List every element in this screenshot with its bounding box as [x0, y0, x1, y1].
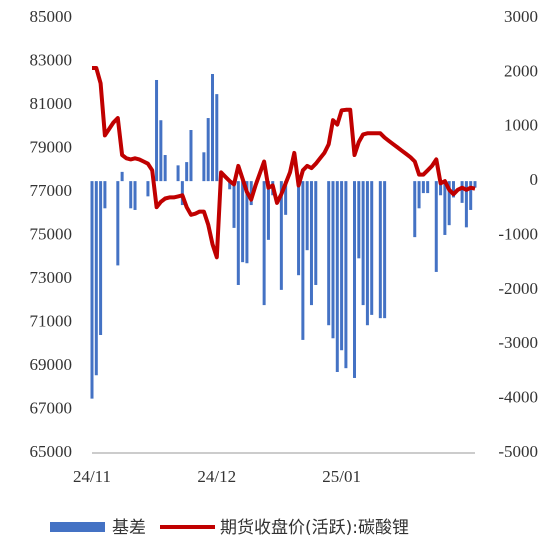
- y2-tick-label: -4000: [498, 388, 538, 407]
- bar: [284, 181, 288, 215]
- bar: [365, 181, 369, 326]
- bar: [451, 181, 455, 198]
- bar: [180, 181, 184, 206]
- bar: [297, 181, 301, 276]
- bar: [120, 171, 124, 182]
- bar: [309, 181, 313, 306]
- y-tick-label: 71000: [30, 311, 73, 330]
- bar: [413, 181, 417, 238]
- bar: [434, 181, 438, 272]
- bar: [189, 130, 193, 182]
- y2-tick-label: 2000: [504, 61, 538, 80]
- bar: [99, 181, 103, 336]
- bar: [460, 181, 464, 203]
- bar: [383, 181, 387, 319]
- legend-label: 基差: [112, 518, 146, 538]
- y-tick-label: 73000: [30, 268, 73, 287]
- y2-tick-label: -2000: [498, 279, 538, 298]
- y2-tick-label: 3000: [504, 7, 538, 26]
- y-tick-label: 65000: [30, 442, 73, 461]
- y2-tick-label: 0: [530, 170, 539, 189]
- bar: [159, 120, 163, 182]
- bar: [327, 181, 331, 326]
- bar: [245, 181, 249, 264]
- bar: [129, 181, 133, 209]
- y2-tick-label: -3000: [498, 333, 538, 352]
- bar: [447, 181, 451, 226]
- bar: [353, 181, 357, 378]
- bar: [155, 79, 159, 182]
- bar: [473, 181, 477, 188]
- bar: [357, 181, 361, 259]
- legend-swatch: [50, 522, 105, 532]
- bar: [417, 181, 421, 209]
- y2-tick-label: -1000: [498, 224, 538, 243]
- bar: [210, 74, 214, 182]
- bar: [331, 181, 335, 339]
- bar: [202, 152, 206, 182]
- y-tick-label: 79000: [30, 137, 73, 156]
- y-tick-label: 81000: [30, 94, 73, 113]
- bar: [215, 94, 219, 182]
- y2-tick-label: -5000: [498, 442, 538, 461]
- y-tick-label: 69000: [30, 355, 73, 374]
- bar: [228, 181, 232, 190]
- bar: [439, 181, 443, 196]
- bar: [232, 181, 236, 228]
- y-tick-label: 77000: [30, 181, 73, 200]
- bar: [378, 181, 382, 319]
- y2-tick-label: 1000: [504, 116, 538, 135]
- bar: [344, 181, 348, 369]
- bar: [340, 181, 344, 351]
- x-tick-label: 25/01: [322, 467, 361, 486]
- bar: [146, 181, 150, 197]
- bar: [262, 181, 266, 306]
- bar: [361, 181, 365, 306]
- y-tick-label: 67000: [30, 398, 73, 417]
- y-tick-label: 85000: [30, 7, 73, 26]
- bar: [176, 165, 180, 182]
- y-tick-label: 75000: [30, 224, 73, 243]
- bar: [90, 181, 94, 399]
- legend-label: 期货收盘价(活跃):碳酸锂: [220, 518, 409, 538]
- x-tick-label: 24/12: [197, 467, 236, 486]
- bar: [163, 155, 167, 182]
- x-tick-label: 24/11: [73, 467, 111, 486]
- bar: [236, 181, 240, 285]
- bar: [335, 181, 339, 372]
- y-tick-label: 83000: [30, 50, 73, 69]
- bar: [469, 181, 473, 210]
- bar: [314, 181, 318, 285]
- price-line: [92, 66, 476, 260]
- bar: [206, 118, 210, 182]
- bar: [305, 181, 309, 251]
- bar: [116, 181, 120, 266]
- bar: [103, 181, 107, 209]
- bar: [370, 181, 374, 315]
- bar: [443, 181, 447, 235]
- bar: [301, 181, 305, 340]
- bar: [421, 181, 425, 194]
- bar: [279, 181, 283, 290]
- bar: [185, 162, 189, 182]
- bar: [426, 181, 430, 194]
- bar: [266, 181, 270, 240]
- bar: [464, 181, 468, 228]
- bar: [94, 181, 98, 376]
- bar: [241, 181, 245, 263]
- bar: [133, 181, 137, 210]
